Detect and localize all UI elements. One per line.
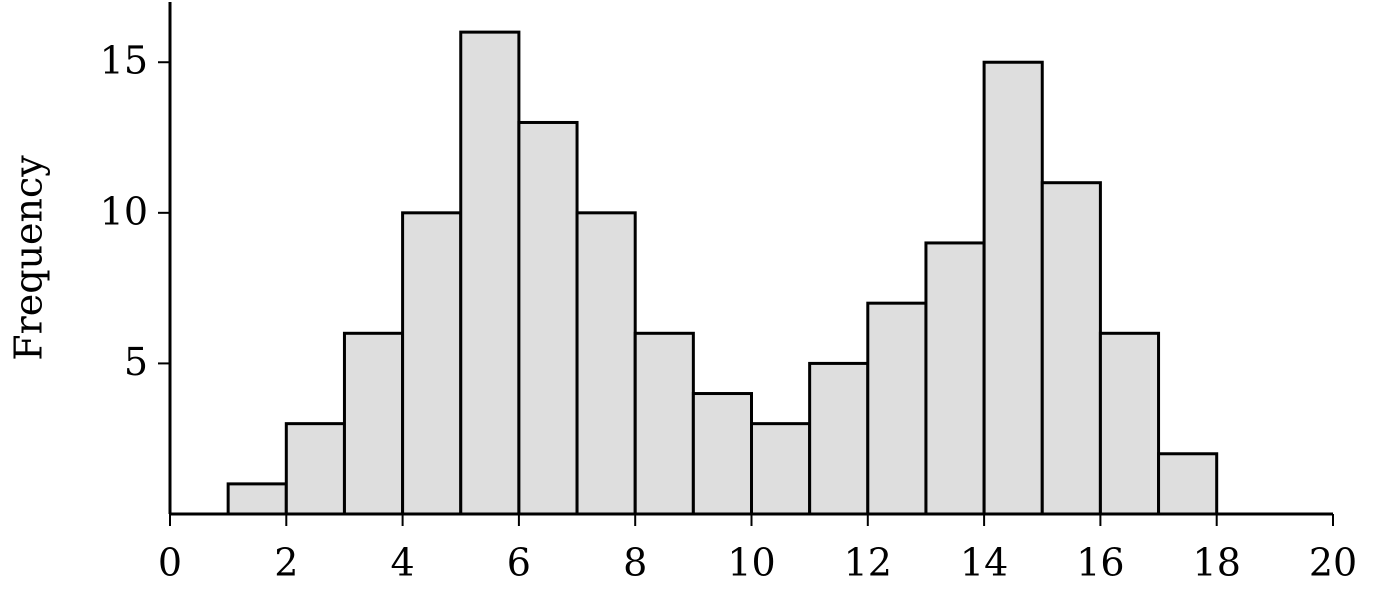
x-tick-label: 18 <box>1193 541 1241 585</box>
x-tick-label: 6 <box>507 541 531 585</box>
x-tick-label: 14 <box>960 541 1008 585</box>
x-tick-label: 12 <box>844 541 892 585</box>
bar <box>459 30 521 516</box>
bar <box>1098 331 1161 516</box>
bar <box>1040 181 1102 516</box>
bar <box>633 331 695 516</box>
x-tick-label: 10 <box>727 541 775 585</box>
bar <box>284 422 346 516</box>
bar <box>808 361 870 516</box>
y-axis-label: Frequency <box>7 155 51 361</box>
bar <box>401 211 463 516</box>
bar <box>517 120 579 516</box>
bar <box>866 301 928 516</box>
bar <box>1157 452 1219 516</box>
x-tick-label: 16 <box>1076 541 1124 585</box>
bar <box>342 331 405 516</box>
y-tick-label: 15 <box>100 39 148 83</box>
x-tick-label: 2 <box>274 541 298 585</box>
bar <box>575 211 637 516</box>
y-tick-label: 10 <box>100 189 148 233</box>
x-tick-label: 4 <box>391 541 415 585</box>
bar <box>226 482 288 516</box>
bar <box>982 60 1044 516</box>
x-tick-label: 8 <box>623 541 647 585</box>
y-tick-label: 5 <box>124 340 148 384</box>
bar <box>691 392 753 516</box>
bar <box>924 241 986 516</box>
x-tick-label: 0 <box>158 541 182 585</box>
x-tick-label: 20 <box>1309 541 1357 585</box>
bar <box>750 422 812 516</box>
